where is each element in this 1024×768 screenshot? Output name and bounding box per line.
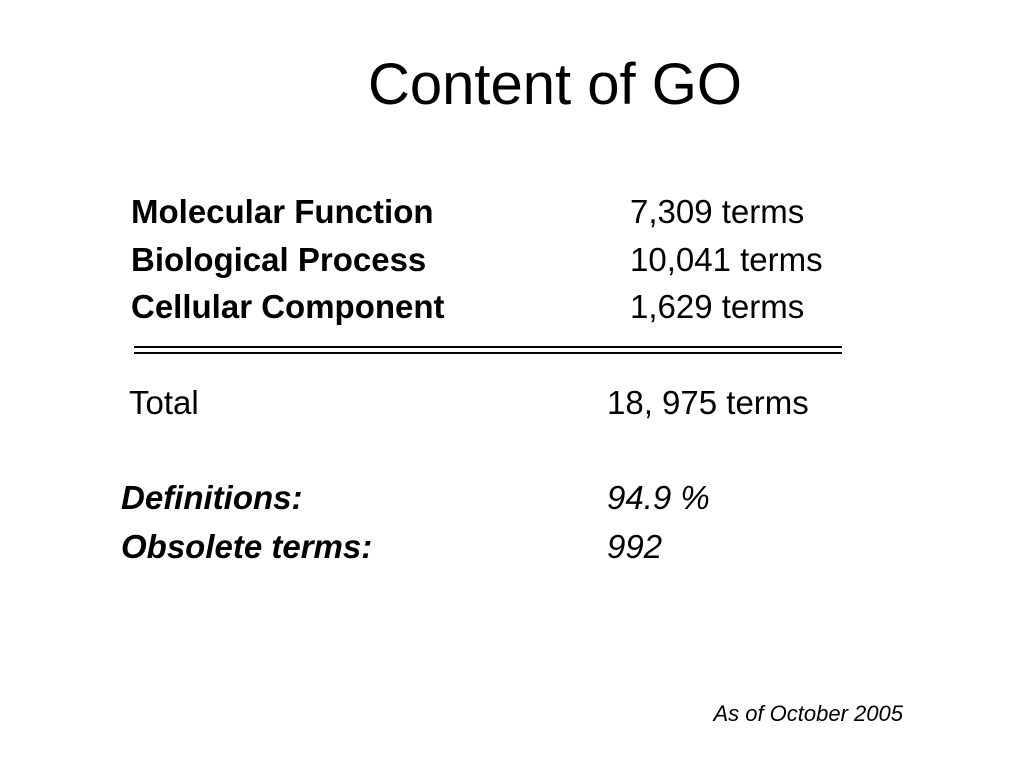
ontology-name: Biological Process: [131, 241, 427, 278]
slide-title: Content of GO: [368, 52, 742, 117]
total-count: 18, 975 terms: [607, 384, 809, 421]
ontology-name: Cellular Component: [131, 288, 445, 325]
ontology-count: 1,629 terms: [630, 288, 805, 325]
stat-label: Definitions:: [121, 479, 303, 516]
ontology-count: 7,309 terms: [630, 193, 805, 230]
total-label: Total: [129, 384, 199, 421]
stat-value: 94.9 %: [607, 479, 710, 516]
stat-label: Obsolete terms:: [121, 528, 373, 565]
ontology-count: 10,041 terms: [630, 241, 823, 278]
stat-value: 992: [607, 528, 663, 565]
double-rule: [134, 346, 842, 354]
footnote: As of October 2005: [713, 701, 903, 726]
ontology-name: Molecular Function: [131, 193, 434, 230]
